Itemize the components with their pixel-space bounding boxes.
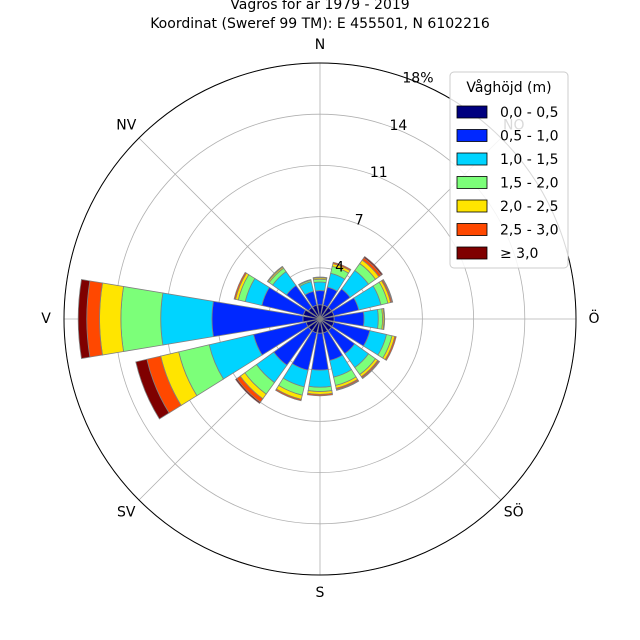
rose-bar-sector-8-bin-2: [308, 369, 332, 388]
rose-bar-sector-4-bin-5: [382, 307, 386, 331]
rose-bar-sector-11-bin-6: [135, 358, 170, 420]
compass-label-5: SV: [117, 505, 136, 521]
radial-tick-label-1: 7: [355, 212, 364, 228]
rose-bar-sector-14-bin-5: [266, 265, 284, 283]
rose-bar-sector-12-bin-4: [99, 282, 125, 356]
chart-subtitle: Koordinat (Sweref 99 TM): E 455501, N 61…: [150, 16, 490, 32]
compass-labels: NNOÖSÖSSVVNV: [41, 37, 599, 601]
compass-label-7: NV: [116, 117, 136, 133]
legend-swatch-3: [456, 176, 488, 189]
rose-bar-sector-2-bin-6: [363, 255, 384, 276]
radial-tick-label-2: 11: [370, 165, 388, 181]
legend-swatch-2: [456, 152, 488, 166]
radial-tick-label-4: 18%: [402, 70, 433, 86]
legend-entry-6: ≥ 3,0: [500, 246, 538, 262]
radial-tick-label-3: 14: [389, 118, 407, 134]
legend-entry-4: 2,0 - 2,5: [500, 199, 558, 215]
chart-title-block: Vågros för år 1979 - 2019 Koordinat (Swe…: [0, 0, 640, 34]
legend-swatch-5: [456, 223, 488, 236]
legend-swatch-0: [456, 105, 488, 119]
polar-frame: [63, 62, 577, 576]
rose-bar-sector-3-bin-6: [382, 278, 394, 303]
legend-entry-1: 0,5 - 1,0: [500, 129, 558, 145]
radial-tick-labels: 4 7 11 14 18%: [335, 70, 433, 275]
legend-title: Våghöjd (m): [466, 79, 551, 96]
rose-bar-sector-10-bin-6: [235, 378, 261, 404]
rose-bar-sector-7-bin-6: [335, 380, 360, 391]
radial-tick-label-0: 4: [335, 260, 344, 276]
rose-bar-sector-8-bin-5: [306, 392, 334, 397]
compass-label-4: S: [316, 585, 325, 601]
rose-bar-sector-12-bin-6: [77, 279, 91, 359]
rose-bar-sector-6-bin-6: [361, 360, 381, 380]
chart-title: Vågros för år 1979 - 2019: [230, 0, 410, 13]
legend-box: [449, 71, 569, 269]
compass-label-3: SÖ: [504, 503, 524, 521]
rose-bar-sector-1-bin-5: [332, 261, 352, 272]
legend: Våghöjd (m) 0,0 - 0,5 0,5 - 1,0 1,0 - 1,5 1,…: [449, 71, 569, 269]
rose-bar-sector-15-bin-4: [298, 279, 312, 286]
legend-entry-5: 2,5 - 3,0: [500, 223, 558, 239]
legend-swatch-6: [456, 246, 488, 260]
legend-swatch-4: [456, 199, 488, 213]
compass-label-2: Ö: [588, 309, 599, 327]
rose-bar-sector-12-bin-2: [160, 292, 214, 346]
rose-bar-sector-12-bin-3: [120, 286, 164, 352]
rose-bar-sector-5-bin-5: [384, 335, 397, 361]
compass-label-6: V: [41, 311, 51, 327]
legend-entry-2: 1,0 - 1,5: [500, 152, 558, 168]
rose-bar-sector-0-bin-5: [312, 276, 328, 279]
rose-bar-sector-4-bin-2: [363, 309, 379, 329]
legend-entry-3: 1,5 - 2,0: [500, 176, 558, 192]
rose-bars: [77, 255, 397, 420]
rose-bar-sector-9-bin-5: [275, 388, 302, 402]
rose-bar-sector-0-bin-1: [314, 290, 326, 306]
rose-bar-sector-13-bin-5: [233, 271, 247, 300]
compass-label-0: N: [315, 37, 325, 53]
legend-swatch-1: [456, 129, 488, 142]
legend-entry-0: 0,0 - 0,5: [500, 105, 558, 121]
rose-bar-sector-0-bin-2: [313, 281, 327, 292]
